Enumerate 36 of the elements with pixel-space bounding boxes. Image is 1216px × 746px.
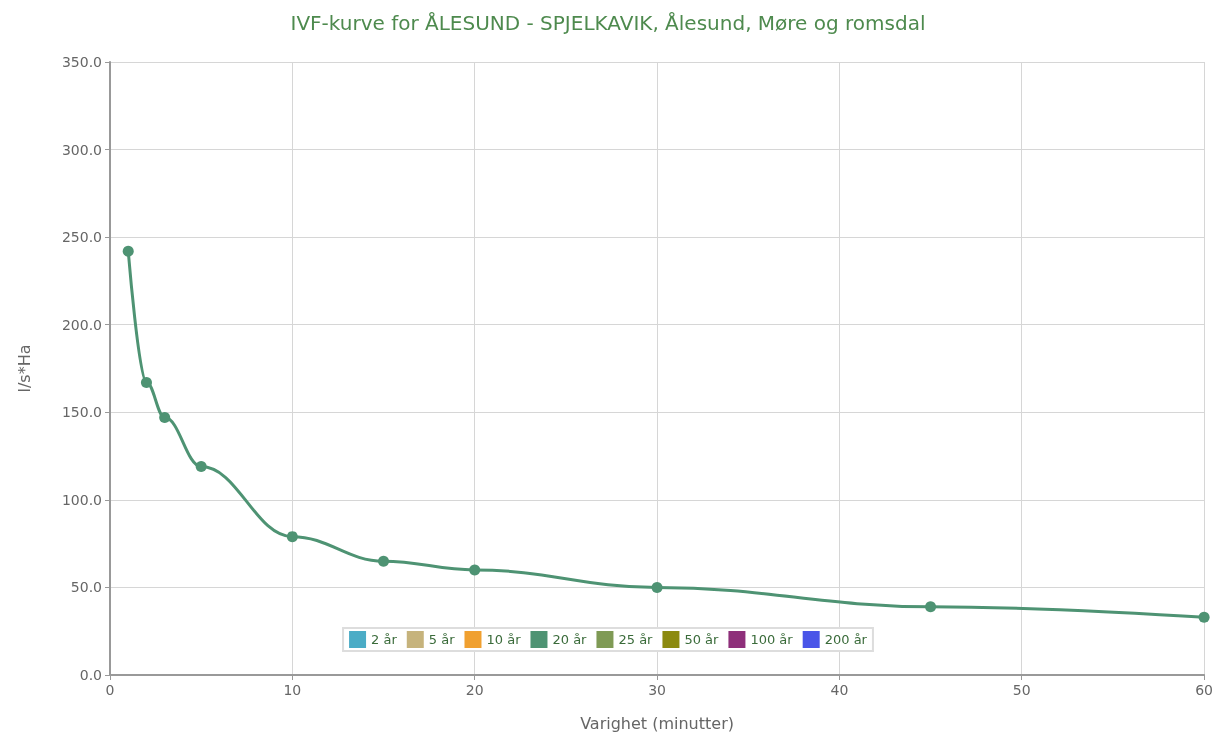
point (195, 461, 207, 473)
y-tick-label: 200.0 (61, 316, 102, 333)
point (469, 564, 481, 576)
x-axis-title: Varighet (minutter) (580, 713, 734, 733)
point (122, 245, 134, 257)
y-tick-label: 0.0 (79, 667, 102, 683)
x-tick-label: 30 (648, 682, 666, 698)
y-tick-label: 300.0 (61, 141, 102, 158)
x-tick-label: 0 (105, 682, 115, 698)
legend-label: 200 år (824, 632, 868, 647)
y-tick-label: 350.0 (61, 54, 102, 70)
legend-label: 20 år (552, 632, 588, 647)
legend-label: 25 år (618, 632, 654, 647)
legend-label: 5 år (428, 632, 456, 647)
point (651, 581, 663, 593)
point (140, 377, 152, 389)
point (286, 531, 298, 543)
chart-title: IVF-kurve for ÅLESUND - SPJELKAVIK, Ålesund, Møre og romsdal (290, 11, 926, 35)
y-axis-title: l/s*Ha (14, 344, 34, 393)
y-tick-label: 150.0 (61, 404, 102, 421)
point (925, 601, 937, 613)
point (1198, 611, 1210, 623)
legend-label: 50 år (684, 632, 720, 647)
point (159, 412, 171, 424)
y-tick-label: 250.0 (61, 229, 102, 246)
y-tick-label: 100.0 (61, 491, 102, 508)
legend-label: 100 år (750, 632, 794, 647)
x-tick-label: 50 (1012, 682, 1031, 698)
point (378, 555, 390, 567)
y-tick-label: 50.0 (70, 579, 102, 596)
x-tick-label: 20 (465, 682, 484, 698)
x-tick-label: 40 (830, 682, 849, 698)
x-tick-label: 10 (283, 682, 302, 698)
x-tick-label: 60 (1195, 682, 1214, 698)
legend-label: 10 år (486, 632, 522, 647)
legend-label: 2 år (371, 632, 398, 647)
